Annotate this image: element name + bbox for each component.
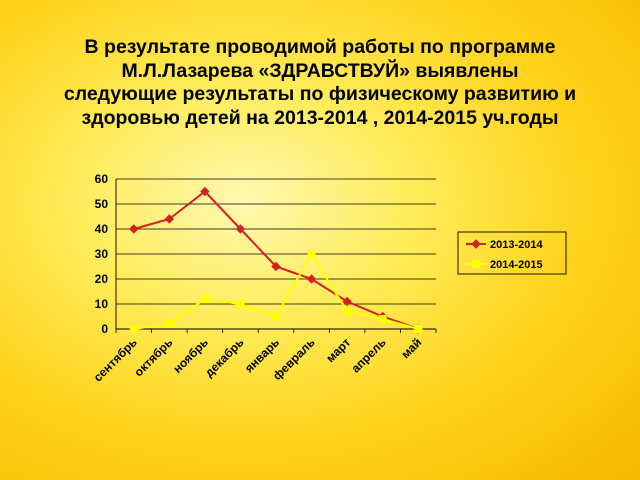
- data-point: [235, 224, 246, 234]
- y-tick-label: 30: [95, 247, 109, 261]
- y-tick-label: 40: [95, 222, 109, 236]
- data-point: [472, 260, 480, 268]
- data-point: [343, 307, 352, 316]
- data-point: [129, 224, 139, 234]
- y-tick-label: 10: [95, 297, 109, 311]
- y-tick-label: 0: [101, 322, 108, 336]
- title-line: В результате проводимой работы по програ…: [84, 36, 556, 58]
- data-point: [165, 320, 174, 328]
- series-line: [133, 190, 419, 330]
- data-point: [200, 295, 209, 303]
- data-point: [129, 325, 138, 333]
- legend-box: [457, 231, 567, 275]
- x-tick-label: май: [398, 335, 424, 361]
- data-point: [164, 214, 175, 224]
- title-line: М.Л.Лазарева «ЗДРАВСТВУЙ» выявлены: [121, 59, 519, 82]
- y-tick-label: 50: [95, 197, 109, 211]
- data-point: [342, 296, 352, 307]
- x-tick-label: март: [323, 335, 353, 365]
- legend: 2013-2014 2014-2015: [457, 231, 567, 275]
- data-point: [307, 250, 316, 258]
- data-point: [414, 325, 423, 333]
- series: [129, 186, 423, 334]
- axes: [115, 179, 437, 333]
- slide-title: В результате проводимой работы по програ…: [14, 36, 626, 130]
- data-point: [200, 186, 210, 197]
- gridlines: [116, 178, 436, 305]
- title-line: здоровью детей на 2013-2014 , 2014-2015 …: [81, 106, 559, 129]
- x-tick-label: октябрь: [131, 335, 175, 379]
- data-point: [236, 300, 245, 308]
- data-point: [271, 261, 281, 272]
- legend-label: 2013-2014: [490, 239, 543, 251]
- data-point: [471, 239, 481, 249]
- legend-label: 2014-2015: [490, 259, 543, 271]
- title-line: следующие результаты по физическому разв…: [63, 83, 577, 105]
- series-2013-2014: [129, 186, 423, 334]
- data-point: [306, 274, 317, 284]
- x-tick-label: апрель: [349, 335, 389, 375]
- y-tick-label: 20: [95, 272, 109, 286]
- data-point: [272, 312, 280, 321]
- x-tick-label: сентябрь: [91, 335, 140, 384]
- data-point: [378, 315, 387, 323]
- y-tick-label: 60: [95, 172, 109, 186]
- x-tick-label: декабрь: [202, 335, 247, 380]
- series-2014-2015: [129, 250, 423, 333]
